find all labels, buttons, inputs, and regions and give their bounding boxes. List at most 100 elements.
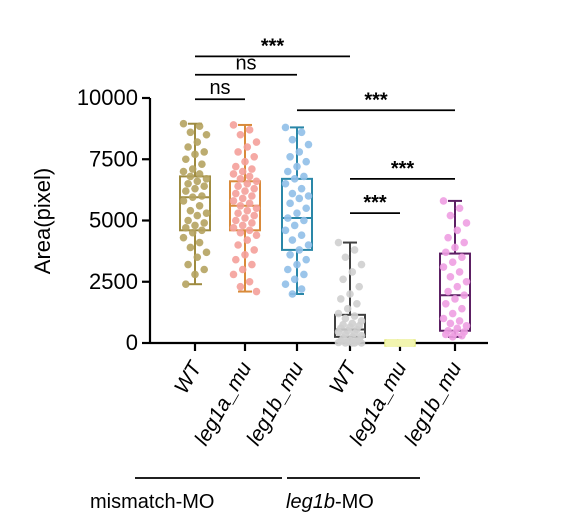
data-point [238, 194, 247, 203]
data-point [200, 219, 208, 227]
data-point [288, 135, 297, 144]
data-point [241, 187, 249, 195]
data-point [446, 211, 455, 220]
data-point [444, 233, 452, 242]
data-point [284, 167, 292, 176]
data-point [238, 167, 247, 176]
data-point [238, 221, 247, 230]
data-point [248, 165, 256, 173]
data-point [236, 175, 245, 183]
data-point [341, 339, 350, 347]
y-tick-label: 2500 [89, 269, 138, 294]
data-point [191, 184, 199, 193]
data-point [243, 143, 252, 151]
data-point [290, 175, 299, 183]
box-series [179, 122, 471, 347]
data-point [286, 199, 294, 208]
data-point [195, 122, 204, 130]
data-point [281, 179, 290, 188]
data-point [439, 263, 448, 271]
data-point [248, 192, 256, 200]
data-point [195, 238, 204, 247]
data-point [281, 123, 290, 132]
data-point [245, 277, 254, 286]
data-point [236, 202, 245, 210]
data-point [186, 206, 195, 215]
data-point [179, 167, 188, 176]
data-point [462, 322, 471, 330]
data-point [334, 338, 343, 347]
data-point [193, 177, 202, 186]
data-point [243, 179, 252, 188]
data-point [442, 248, 450, 257]
data-point [202, 175, 211, 183]
data-point [241, 251, 249, 259]
data-point [188, 193, 197, 202]
data-point [179, 119, 188, 128]
data-point [184, 143, 192, 151]
significance-label: ns [235, 53, 256, 75]
data-point [462, 277, 471, 286]
data-point [458, 253, 466, 262]
data-point [348, 339, 357, 347]
data-point [387, 339, 395, 347]
data-point [348, 268, 357, 276]
data-point [252, 287, 261, 296]
data-point [403, 339, 411, 347]
data-point [343, 304, 352, 313]
data-point [293, 209, 301, 217]
y-tick-label: 5000 [89, 208, 138, 233]
data-point [250, 184, 258, 193]
data-points [179, 119, 471, 347]
data-point [455, 268, 464, 276]
data-point [193, 253, 202, 262]
data-point [182, 187, 190, 195]
data-point [455, 204, 464, 213]
data-point [302, 157, 311, 166]
data-point [304, 140, 313, 149]
data-point [229, 224, 238, 232]
data-point [286, 251, 294, 259]
data-point [346, 290, 354, 298]
group-labels: mismatch-MO leg1b-MO [90, 477, 420, 513]
data-point [182, 280, 190, 289]
data-point [229, 270, 238, 279]
data-point [334, 238, 343, 247]
data-point [193, 211, 202, 220]
data-point [229, 121, 238, 129]
data-point [337, 295, 345, 303]
data-point [460, 291, 469, 300]
data-point [198, 192, 206, 200]
data-point [355, 282, 364, 291]
data-point [184, 216, 192, 225]
data-point [236, 130, 245, 139]
data-point [252, 177, 261, 186]
data-point [186, 243, 195, 252]
data-point [191, 150, 199, 159]
data-point [286, 153, 294, 161]
category-label: WT [325, 356, 362, 398]
significance-label: *** [364, 89, 388, 111]
data-point [236, 282, 245, 291]
data-point [188, 165, 197, 173]
data-point [245, 226, 254, 235]
data-point [339, 275, 347, 284]
data-point [184, 179, 192, 188]
data-point [229, 197, 238, 205]
data-point [460, 238, 469, 247]
data-point [293, 162, 301, 171]
group-label-rest: -MO [335, 491, 374, 513]
data-point [288, 236, 297, 244]
data-point [179, 197, 188, 205]
axes: 0 2500 5000 7500 10000 [77, 85, 488, 355]
data-point [188, 228, 197, 237]
group-label-italic-part: leg1b [286, 491, 335, 513]
data-point [297, 231, 306, 239]
data-point [195, 202, 204, 210]
y-tick-label: 0 [126, 330, 138, 355]
data-point [290, 221, 299, 230]
data-point [341, 314, 350, 323]
data-point [281, 280, 290, 289]
data-point [396, 339, 404, 347]
data-point [191, 270, 199, 279]
